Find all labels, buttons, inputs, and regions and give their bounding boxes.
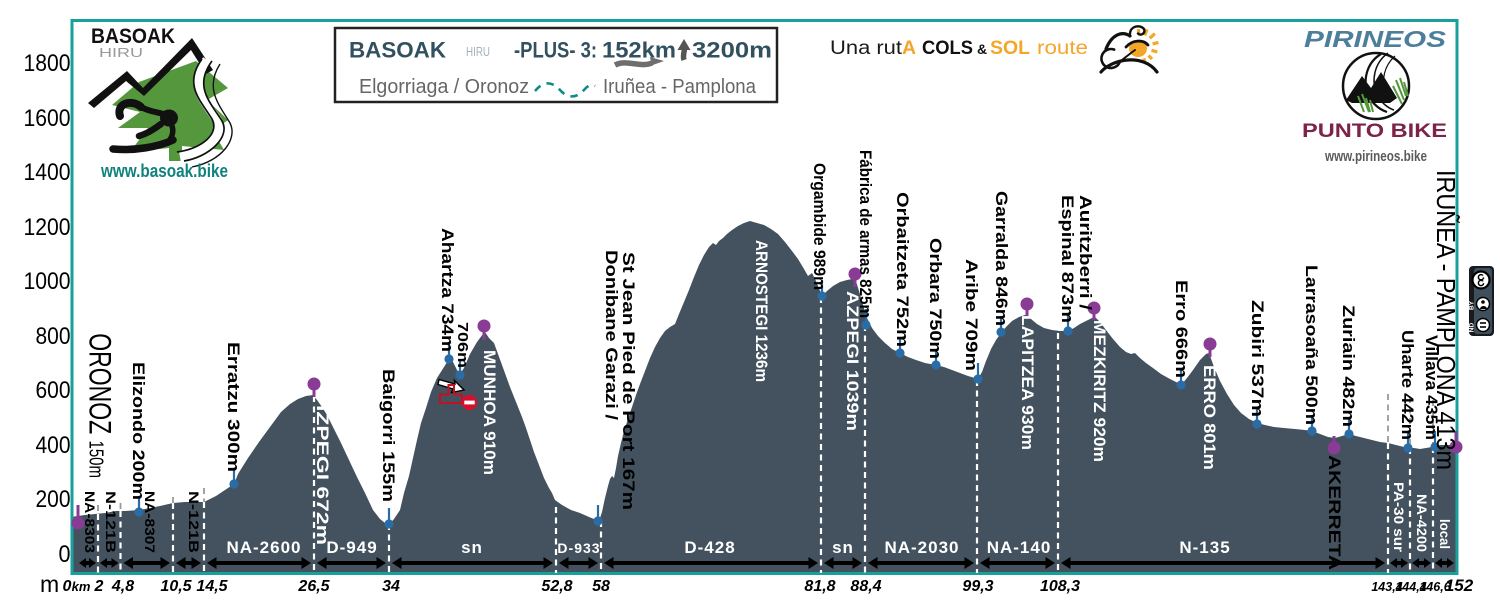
svg-text:m: m — [40, 571, 59, 597]
svg-text:PUNTO BIKE: PUNTO BIKE — [1302, 121, 1447, 142]
svg-text:SOL: SOL — [990, 37, 1030, 59]
svg-text:143,4: 143,4 — [1371, 580, 1402, 594]
svg-text:706m: 706m — [454, 322, 471, 368]
svg-text:ARNOSTEGI 1236m: ARNOSTEGI 1236m — [752, 240, 771, 382]
svg-text:AZPEGI 1039m: AZPEGI 1039m — [843, 291, 862, 431]
svg-text:Orbara 750m: Orbara 750m — [926, 238, 945, 359]
svg-text:Villava 435m: Villava 435m — [1422, 335, 1441, 440]
svg-text:NA-140: NA-140 — [987, 538, 1052, 557]
svg-text:Elgorriaga / Oronoz: Elgorriaga / Oronoz — [359, 76, 529, 98]
svg-text:Orgambide 989m: Orgambide 989m — [810, 163, 829, 290]
svg-text:km: km — [72, 579, 91, 594]
svg-text:Zubiri 537m: Zubiri 537m — [1248, 300, 1267, 417]
svg-text:sn: sn — [461, 538, 483, 557]
svg-text:1400: 1400 — [24, 159, 71, 186]
svg-text:Erro 666m: Erro 666m — [1172, 280, 1191, 378]
svg-text:N-121B: N-121B — [103, 491, 119, 553]
svg-text:3200m: 3200m — [692, 38, 772, 63]
svg-text:81,8: 81,8 — [804, 578, 835, 595]
svg-text:Larrasoaña 500m: Larrasoaña 500m — [1302, 265, 1321, 425]
svg-text:Orbaitzeta 752m: Orbaitzeta 752m — [893, 192, 912, 347]
svg-text:0: 0 — [63, 578, 72, 595]
svg-text:Zuriain 482m: Zuriain 482m — [1339, 305, 1358, 427]
svg-text:ORONOZ 150m: ORONOZ 150m — [82, 333, 117, 478]
svg-text:Erratzu 300m: Erratzu 300m — [224, 342, 243, 472]
svg-text:800: 800 — [36, 323, 71, 350]
svg-text:N-135: N-135 — [1179, 538, 1230, 557]
svg-text:sn: sn — [832, 538, 854, 557]
svg-text:NA-2030: NA-2030 — [884, 538, 959, 557]
svg-text:HIRU: HIRU — [466, 44, 490, 59]
svg-text:LAPITZEA 930m: LAPITZEA 930m — [1018, 315, 1037, 450]
svg-text:152km: 152km — [602, 38, 676, 63]
svg-text:&: & — [977, 41, 987, 57]
svg-text:144,4: 144,4 — [1395, 580, 1426, 594]
svg-text:PA-30 sur: PA-30 sur — [1391, 482, 1407, 553]
svg-text:99,3: 99,3 — [962, 578, 993, 595]
svg-text:10,5: 10,5 — [160, 578, 192, 595]
svg-text:D-933: D-933 — [557, 540, 600, 556]
svg-text:AKERRETA: AKERRETA — [1325, 455, 1344, 570]
svg-text:MEZKIRITZ 920m: MEZKIRITZ 920m — [1090, 320, 1109, 462]
svg-text:-PLUS- 3:: -PLUS- 3: — [514, 38, 597, 63]
svg-text:Uharte 442m: Uharte 442m — [1398, 330, 1417, 440]
svg-text:Una rut: Una rut — [830, 37, 903, 59]
svg-text:MUNHOA 910m: MUNHOA 910m — [480, 350, 499, 475]
svg-text:NA-2600: NA-2600 — [226, 538, 301, 557]
svg-text:route: route — [1037, 37, 1088, 59]
svg-text:Fábrica de armas 825m: Fábrica de armas 825m — [856, 150, 875, 318]
svg-text:Ahartza 734m: Ahartza 734m — [438, 228, 457, 352]
svg-text:Elizondo 200m: Elizondo 200m — [129, 362, 148, 500]
svg-text:Iruñea - Pamplona: Iruñea - Pamplona — [603, 76, 757, 98]
svg-text:BASOAK: BASOAK — [91, 25, 175, 48]
svg-text:www.basoak.bike: www.basoak.bike — [100, 161, 228, 181]
svg-text:52,8: 52,8 — [541, 578, 572, 595]
svg-text:0: 0 — [59, 541, 71, 568]
svg-text:26,5: 26,5 — [297, 578, 330, 595]
svg-text:NA-8303: NA-8303 — [82, 491, 98, 553]
svg-text:A: A — [902, 37, 916, 59]
svg-text:34: 34 — [382, 578, 400, 595]
svg-text:BASOAK: BASOAK — [349, 38, 446, 63]
svg-text:IRUÑEA - PAMPLONA 413m: IRUÑEA - PAMPLONA 413m — [1432, 170, 1460, 470]
svg-text:NA-8307: NA-8307 — [142, 491, 158, 553]
svg-text:Espinal 873m: Espinal 873m — [1058, 195, 1077, 323]
svg-text:Baigorri 155m: Baigorri 155m — [379, 369, 398, 502]
svg-text:St Jean Pied de Port 167m: St Jean Pied de Port 167m — [619, 252, 638, 510]
svg-text:BY: BY — [1469, 300, 1476, 310]
svg-text:www.pirineos.bike: www.pirineos.bike — [1324, 149, 1427, 165]
svg-text:local: local — [1437, 519, 1453, 549]
svg-text:146,6: 146,6 — [1419, 580, 1451, 594]
svg-text:58: 58 — [592, 578, 610, 595]
svg-text:88,4: 88,4 — [850, 578, 881, 595]
svg-text:IZPEGI 672m: IZPEGI 672m — [313, 405, 332, 545]
svg-text:400: 400 — [36, 432, 71, 459]
svg-text:NA-4200: NA-4200 — [1414, 494, 1430, 552]
svg-text:D-428: D-428 — [684, 538, 735, 557]
svg-text:D-949: D-949 — [326, 538, 377, 557]
svg-text:4,8: 4,8 — [111, 578, 134, 595]
svg-text:200: 200 — [36, 486, 71, 513]
svg-text:1200: 1200 — [24, 214, 71, 241]
svg-text:600: 600 — [36, 377, 71, 404]
svg-text:ERRO 801m: ERRO 801m — [1200, 365, 1219, 470]
svg-text:Donibane Garazi /: Donibane Garazi / — [602, 250, 621, 420]
svg-text:ND: ND — [1469, 323, 1476, 333]
svg-text:1600: 1600 — [24, 105, 71, 132]
svg-text:Auritzberri /: Auritzberri / — [1076, 195, 1095, 310]
svg-text:COLS: COLS — [922, 37, 973, 59]
svg-text:2: 2 — [94, 578, 104, 595]
svg-text:152: 152 — [1445, 576, 1474, 595]
svg-text:1800: 1800 — [24, 50, 71, 77]
svg-text:PIRINEOS: PIRINEOS — [1304, 26, 1447, 52]
svg-text:1000: 1000 — [24, 268, 71, 295]
svg-text:Aribe 709m: Aribe 709m — [962, 259, 981, 371]
svg-text:108,3: 108,3 — [1040, 578, 1080, 595]
svg-text:HIRU: HIRU — [99, 45, 143, 60]
svg-text:N-121B: N-121B — [186, 491, 202, 553]
svg-text:Garralda 846m: Garralda 846m — [992, 191, 1011, 326]
svg-text:14,5: 14,5 — [196, 578, 228, 595]
